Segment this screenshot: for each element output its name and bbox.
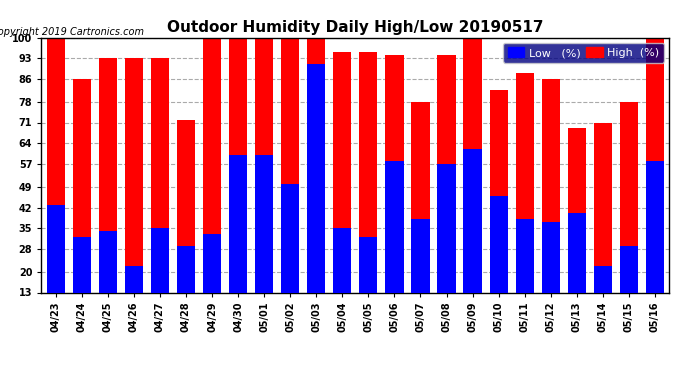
Bar: [593, 266, 612, 331]
Bar: [411, 102, 430, 331]
Bar: [177, 120, 195, 331]
Bar: [125, 266, 143, 331]
Title: Outdoor Humidity Daily High/Low 20190517: Outdoor Humidity Daily High/Low 20190517: [167, 20, 544, 35]
Bar: [542, 78, 560, 331]
Bar: [385, 55, 404, 331]
Bar: [281, 38, 299, 331]
Bar: [229, 155, 247, 331]
Bar: [47, 205, 65, 331]
Legend: Low   (%), High  (%): Low (%), High (%): [503, 43, 664, 63]
Bar: [99, 58, 117, 331]
Bar: [437, 55, 455, 331]
Bar: [437, 164, 455, 331]
Bar: [359, 52, 377, 331]
Bar: [99, 231, 117, 331]
Bar: [464, 149, 482, 331]
Bar: [151, 228, 169, 331]
Bar: [515, 73, 534, 331]
Bar: [385, 160, 404, 331]
Bar: [464, 38, 482, 331]
Bar: [125, 58, 143, 331]
Bar: [307, 38, 326, 331]
Bar: [515, 219, 534, 331]
Bar: [203, 234, 221, 331]
Bar: [568, 128, 586, 331]
Bar: [489, 196, 508, 331]
Bar: [203, 38, 221, 331]
Bar: [411, 219, 430, 331]
Bar: [568, 213, 586, 331]
Bar: [620, 102, 638, 331]
Bar: [307, 64, 326, 331]
Bar: [72, 78, 91, 331]
Bar: [229, 38, 247, 331]
Bar: [542, 222, 560, 331]
Bar: [333, 52, 351, 331]
Bar: [359, 237, 377, 331]
Bar: [255, 38, 273, 331]
Bar: [593, 123, 612, 331]
Bar: [177, 246, 195, 331]
Bar: [151, 58, 169, 331]
Bar: [620, 246, 638, 331]
Bar: [72, 237, 91, 331]
Bar: [646, 38, 664, 331]
Bar: [281, 184, 299, 331]
Bar: [255, 155, 273, 331]
Bar: [47, 38, 65, 331]
Bar: [333, 228, 351, 331]
Bar: [646, 160, 664, 331]
Text: Copyright 2019 Cartronics.com: Copyright 2019 Cartronics.com: [0, 27, 144, 37]
Bar: [489, 90, 508, 331]
